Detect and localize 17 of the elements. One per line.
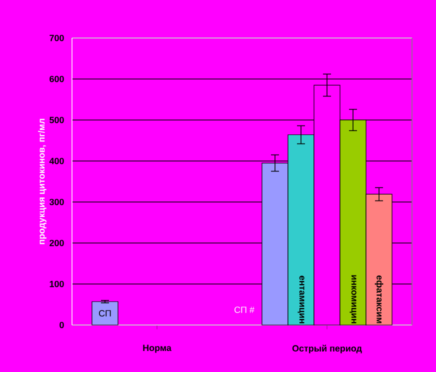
data-label: ентамицин: [298, 276, 304, 324]
x-tick-label: Острый период: [292, 344, 362, 354]
y-tick-label: 600: [50, 76, 64, 82]
annotation: СП #: [234, 306, 254, 313]
y-tick-label: 200: [50, 240, 64, 246]
data-label: инкомицин: [350, 275, 356, 324]
y-tick-label: 700: [50, 34, 64, 42]
bar: [92, 301, 118, 326]
data-label: СП: [98, 310, 111, 316]
y-tick-label: 400: [49, 158, 64, 164]
y-tick-label: 500: [50, 116, 64, 124]
x-tick-label: Норма: [143, 344, 172, 353]
y-tick-label: 300: [49, 198, 64, 206]
y-tick-label: 0: [60, 322, 64, 328]
y-tick-label: 100: [50, 280, 64, 288]
y-axis-title: продукция цитокинов, пг/мл: [38, 118, 46, 244]
data-label: ефатаксим: [374, 275, 384, 324]
